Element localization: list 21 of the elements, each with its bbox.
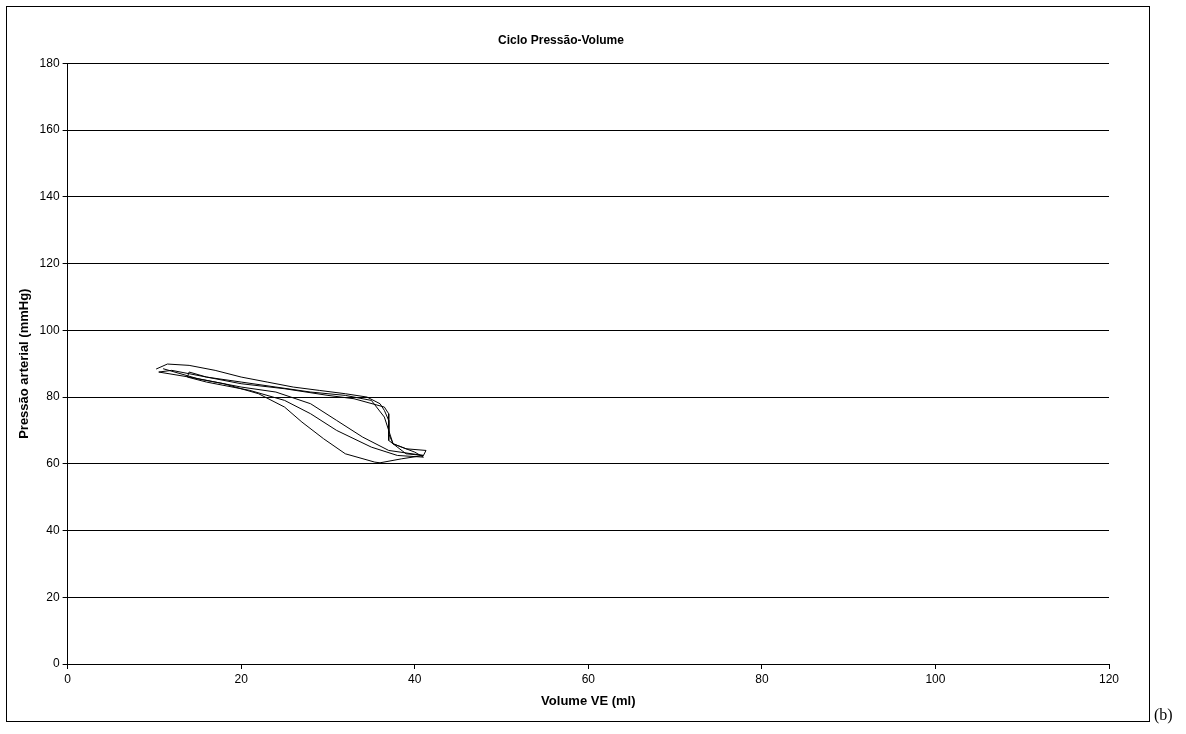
x-axis-title: Volume VE (ml): [541, 692, 636, 708]
chart-title: Ciclo Pressão-Volume: [498, 32, 625, 47]
y-tick-label: 100: [39, 322, 60, 337]
y-tick-label: 60: [46, 456, 60, 471]
x-tick-label: 100: [925, 671, 946, 686]
y-axis-title: Pressão arterial (mmHg): [16, 288, 32, 439]
y-tick-label: 20: [46, 589, 60, 604]
x-tick-label: 60: [581, 671, 596, 686]
y-tick-label: 80: [46, 389, 60, 404]
y-tick-label: 160: [39, 122, 60, 137]
x-tick-label: 120: [1098, 671, 1120, 686]
text: (b): [1154, 706, 1173, 724]
y-tick-label: 120: [39, 255, 60, 270]
y-tick-label: 180: [39, 55, 60, 70]
x-tick-label: 0: [64, 671, 72, 686]
x-tick-label: 20: [234, 671, 249, 686]
x-tick-label: 40: [408, 671, 422, 686]
y-tick-label: 140: [39, 189, 60, 204]
y-tick-label: 40: [46, 522, 60, 537]
y-tick-label: 0: [52, 656, 60, 671]
x-tick-label: 80: [755, 671, 769, 686]
